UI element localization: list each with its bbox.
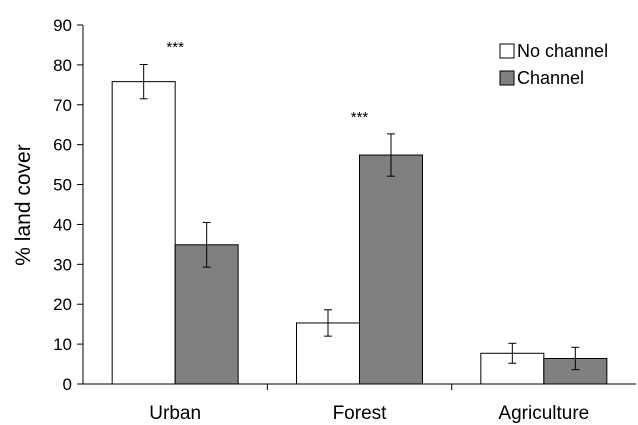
y-tick-label: 0 <box>63 375 72 394</box>
legend-swatch-channel <box>499 70 515 86</box>
y-tick-label: 80 <box>53 56 72 75</box>
bar-no-channel-urban <box>111 81 176 385</box>
significance-marks: *** *** <box>166 39 368 126</box>
bar-channel-forest <box>359 154 423 385</box>
error-bars <box>139 63 580 371</box>
y-ticks: 0 10 20 30 40 50 60 70 80 90 <box>53 16 83 394</box>
y-tick-label: 70 <box>53 96 72 115</box>
y-tick-label: 40 <box>53 215 72 234</box>
legend: No channel Channel <box>499 41 608 88</box>
significance-mark: *** <box>351 109 369 126</box>
legend-label-channel: Channel <box>517 68 584 88</box>
y-tick-label: 30 <box>53 255 72 274</box>
y-tick-label: 10 <box>53 335 72 354</box>
legend-label-no-channel: No channel <box>517 41 608 61</box>
y-tick-label: 60 <box>53 136 72 155</box>
y-tick-label: 20 <box>53 295 72 314</box>
x-tick-labels: Urban Forest Agriculture <box>149 403 589 424</box>
x-tick-label: Agriculture <box>498 403 589 424</box>
bar-channel-urban <box>174 244 239 385</box>
bars <box>111 81 608 385</box>
legend-swatch-no-channel <box>499 43 515 59</box>
x-tick-label: Forest <box>333 403 388 424</box>
x-tick-label: Urban <box>149 403 201 424</box>
y-axis-label: % land cover <box>12 144 35 265</box>
y-tick-label: 50 <box>53 176 72 195</box>
y-tick-label: 90 <box>53 16 72 35</box>
significance-mark: *** <box>166 39 184 56</box>
